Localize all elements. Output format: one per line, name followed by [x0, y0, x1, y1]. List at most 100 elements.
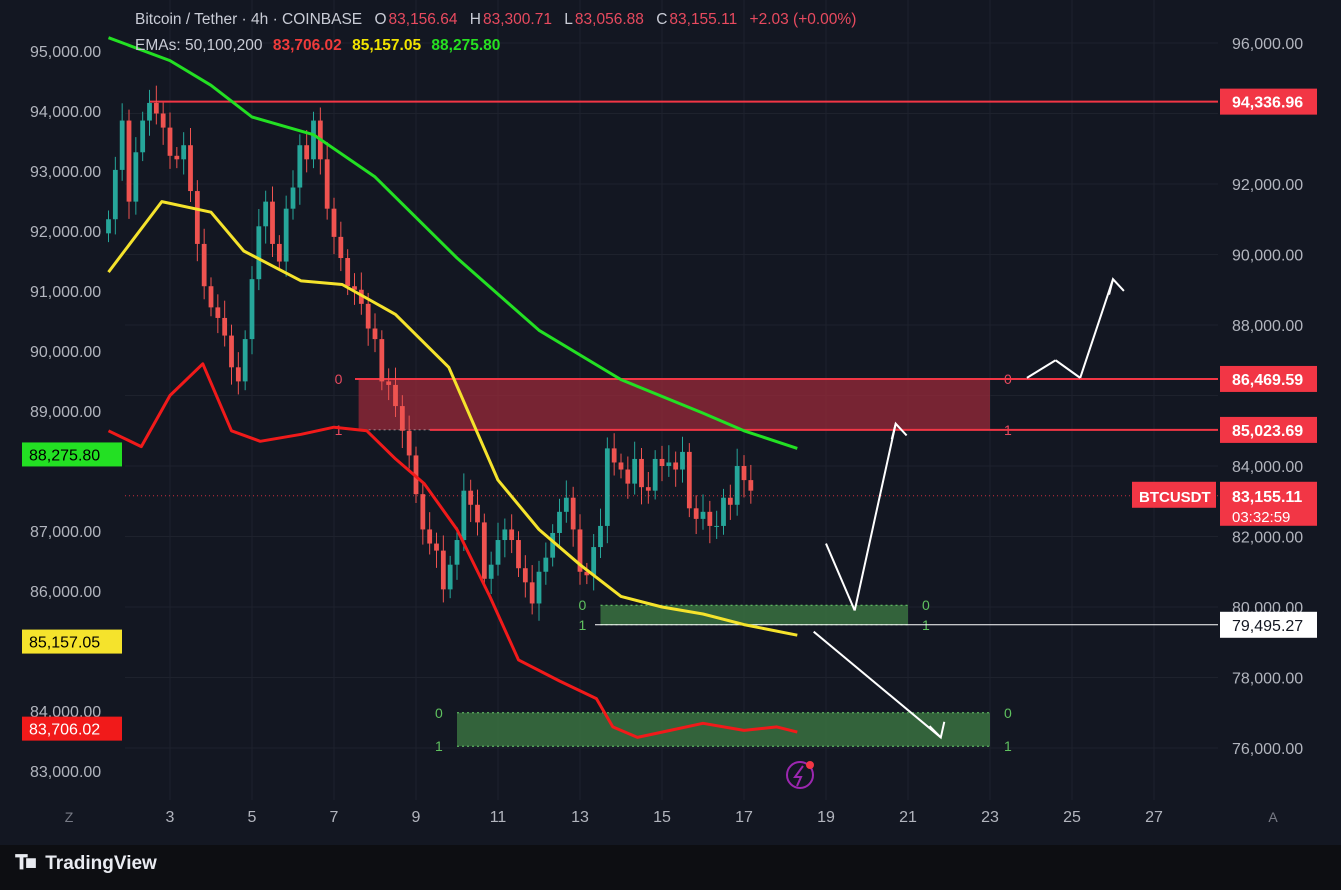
candle-body[interactable]: [153, 102, 159, 114]
candle-body[interactable]: [242, 339, 248, 382]
candle-body[interactable]: [516, 540, 521, 569]
candle-body[interactable]: [604, 448, 610, 526]
candle-body[interactable]: [522, 568, 528, 583]
candle-body[interactable]: [461, 490, 467, 541]
candle-body[interactable]: [147, 102, 152, 121]
candle-body[interactable]: [249, 279, 255, 340]
candle-body[interactable]: [283, 208, 289, 262]
candle-body[interactable]: [304, 145, 310, 160]
candle-body[interactable]: [440, 550, 446, 590]
candle-body[interactable]: [256, 226, 262, 280]
candle-body[interactable]: [174, 155, 180, 160]
candle-body[interactable]: [495, 540, 501, 565]
candle-body[interactable]: [550, 532, 556, 558]
candle-body[interactable]: [666, 462, 672, 466]
projection-arrow[interactable]: [1055, 359, 1081, 379]
candle-body[interactable]: [406, 430, 412, 456]
candle-body[interactable]: [201, 243, 207, 287]
candle-body[interactable]: [106, 219, 111, 234]
projection-arrow[interactable]: [853, 423, 897, 611]
candle-body[interactable]: [680, 451, 685, 470]
candle-body[interactable]: [632, 458, 638, 484]
projection-arrow[interactable]: [813, 630, 942, 739]
candle-body[interactable]: [140, 120, 146, 153]
projection-arrow[interactable]: [825, 543, 856, 611]
candle-body[interactable]: [475, 504, 480, 523]
projection-arrow[interactable]: [1079, 278, 1114, 379]
candle-body[interactable]: [509, 529, 515, 541]
candle-body[interactable]: [488, 564, 494, 579]
candle-body[interactable]: [420, 494, 426, 530]
candle-body[interactable]: [352, 286, 357, 290]
candle-body[interactable]: [686, 451, 692, 509]
candle-body[interactable]: [693, 508, 699, 519]
projection-arrow[interactable]: [1026, 359, 1057, 379]
candle-body[interactable]: [160, 113, 166, 128]
candle-body[interactable]: [112, 169, 118, 220]
candle-body[interactable]: [229, 335, 234, 368]
candle-body[interactable]: [591, 547, 597, 576]
demand-zone[interactable]: [457, 712, 990, 747]
candle-body[interactable]: [393, 384, 398, 407]
candle-body[interactable]: [529, 582, 535, 604]
candle-body[interactable]: [645, 487, 651, 491]
candle-body[interactable]: [311, 120, 316, 160]
candle-body[interactable]: [618, 462, 624, 470]
zoom-toggle-icon[interactable]: Z: [65, 809, 74, 825]
candle-body[interactable]: [434, 543, 439, 551]
candle-body[interactable]: [133, 152, 139, 202]
candle-body[interactable]: [427, 529, 433, 544]
candle-body[interactable]: [365, 303, 371, 329]
candle-body[interactable]: [557, 511, 562, 533]
ema-label[interactable]: EMAs: 50,100,200: [135, 37, 263, 54]
candle-body[interactable]: [126, 120, 132, 202]
alert-lightning-icon[interactable]: [786, 761, 814, 789]
candle-body[interactable]: [263, 201, 269, 227]
candle-body[interactable]: [235, 367, 241, 382]
candle-body[interactable]: [700, 511, 706, 519]
candle-body[interactable]: [215, 307, 221, 318]
candle-body[interactable]: [297, 145, 303, 188]
candle-body[interactable]: [468, 490, 474, 505]
candle-body[interactable]: [399, 406, 405, 431]
candle-body[interactable]: [379, 339, 385, 382]
candle-body[interactable]: [598, 525, 603, 548]
ema50-line[interactable]: [107, 362, 798, 739]
candle-body[interactable]: [721, 497, 726, 526]
candle-body[interactable]: [707, 511, 713, 526]
candle-body[interactable]: [659, 458, 665, 466]
candle-body[interactable]: [324, 159, 330, 209]
candle-body[interactable]: [727, 497, 733, 505]
candle-body[interactable]: [536, 571, 542, 604]
candle-body[interactable]: [611, 448, 617, 463]
candle-body[interactable]: [345, 258, 351, 287]
candle-body[interactable]: [543, 557, 549, 572]
candle-body[interactable]: [652, 458, 658, 491]
candle-body[interactable]: [386, 381, 392, 385]
candle-body[interactable]: [673, 462, 679, 470]
candle-body[interactable]: [481, 522, 487, 579]
candle-body[interactable]: [584, 571, 590, 576]
candle-body[interactable]: [208, 286, 214, 308]
candle-body[interactable]: [741, 466, 747, 481]
auto-scale-toggle-icon[interactable]: A: [1268, 809, 1278, 825]
candle-body[interactable]: [625, 469, 631, 484]
symbol-label[interactable]: Bitcoin / Tether · 4h · COINBASE: [135, 11, 363, 28]
candle-body[interactable]: [188, 145, 193, 192]
candle-body[interactable]: [447, 564, 453, 590]
candle-body[interactable]: [181, 145, 187, 160]
candle-body[interactable]: [222, 317, 228, 336]
candle-body[interactable]: [502, 529, 508, 541]
candle-body[interactable]: [167, 127, 173, 156]
tradingview-logo[interactable]: 𝐓■ TradingView: [15, 852, 157, 875]
candle-body[interactable]: [119, 120, 125, 170]
candle-body[interactable]: [577, 529, 583, 572]
candle-body[interactable]: [639, 458, 644, 488]
candle-body[interactable]: [563, 497, 569, 512]
candle-body[interactable]: [270, 201, 275, 244]
candle-body[interactable]: [748, 480, 754, 491]
candle-body[interactable]: [194, 191, 200, 244]
candle-body[interactable]: [570, 497, 576, 530]
candle-body[interactable]: [290, 187, 296, 209]
candle-body[interactable]: [714, 525, 720, 527]
